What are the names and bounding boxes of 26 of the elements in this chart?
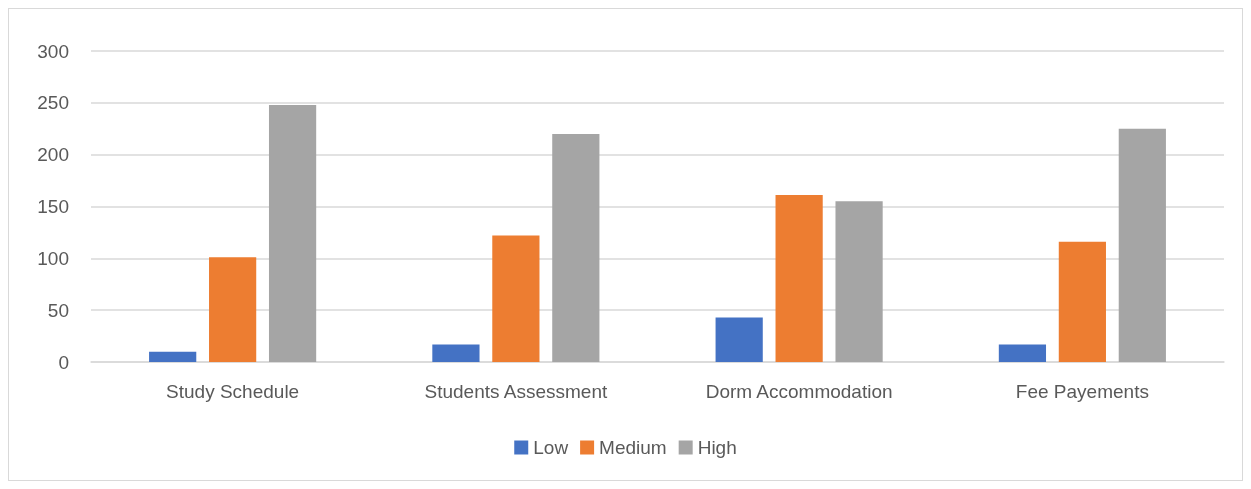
legend-label: Low [533, 437, 569, 458]
legend-label: Medium [599, 437, 667, 458]
x-tick-label: Dorm Accommodation [705, 381, 893, 402]
bar [775, 195, 823, 362]
bar [492, 235, 540, 362]
y-tick-label: 150 [37, 196, 69, 217]
bar [1118, 128, 1166, 362]
legend-label: High [697, 437, 737, 458]
bar [715, 317, 763, 362]
y-tick-label: 250 [37, 92, 69, 114]
x-tick-label: Study Schedule [166, 381, 300, 402]
y-tick-label: 300 [37, 40, 69, 62]
y-tick-label: 0 [58, 351, 69, 373]
bar [432, 344, 480, 362]
y-tick-label: 200 [37, 144, 69, 166]
y-tick-label: 50 [47, 299, 69, 321]
bar [1058, 241, 1106, 362]
bar [268, 104, 317, 362]
bar [998, 344, 1047, 362]
bar [149, 351, 197, 362]
bar [835, 201, 883, 362]
x-tick-label: Students Assessment [424, 381, 608, 402]
bar [552, 133, 600, 362]
y-tick-label: 100 [37, 247, 69, 269]
bar [209, 257, 257, 362]
x-tick-label: Fee Payements [1015, 381, 1149, 402]
